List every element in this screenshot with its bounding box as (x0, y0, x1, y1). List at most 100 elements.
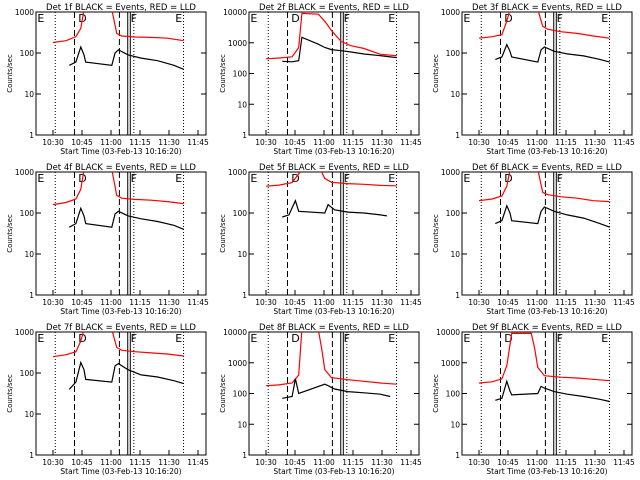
panel-6-marker-1: E (463, 172, 470, 185)
panel-2-xlabel: Start Time (03-Feb-13 10:16:20) (273, 147, 394, 156)
panel-3-xtick-label-1: 10:30 (468, 138, 490, 147)
panel-4-frame (35, 171, 207, 296)
panel-7-ytick-label-1000: 1000 (15, 328, 34, 337)
panel-9-xtick-label-3: 11:00 (526, 458, 548, 467)
panel-2-ytick-label-1: 1 (242, 131, 247, 140)
panel-3-series-lld (478, 12, 610, 39)
panel-1-series-lld (52, 12, 184, 44)
panel-1-xtick-label-4: 11:15 (129, 138, 151, 147)
panel-4-series-lld (52, 172, 184, 206)
panel-5-series-lld (265, 172, 397, 187)
panel-8-ylabel: Counts/sec (219, 374, 227, 413)
panel-8-ytick-label-10: 10 (237, 420, 247, 429)
panel-7-xtick-label-4: 11:15 (129, 458, 151, 467)
panel-9-xtick-label-4: 11:15 (555, 458, 577, 467)
panel-3-marker-1: E (463, 12, 470, 25)
panel-5-xtick-label-2: 10:45 (284, 298, 306, 307)
panel-4-xtick-label-1: 10:30 (42, 298, 64, 307)
panel-8-xtick-label-3: 11:00 (313, 458, 335, 467)
panel-2-title: Det 2f BLACK = Events, RED = LLD (259, 3, 409, 13)
panel-1-xtick-label-2: 10:45 (71, 138, 93, 147)
panel-5-ytick-label-100: 100 (233, 209, 248, 218)
panel-2-xtick-label-3: 11:00 (313, 138, 335, 147)
panel-3-xtick-label-5: 11:30 (584, 138, 606, 147)
panel-1-marker-4: E (175, 12, 182, 25)
panel-7-marker-1: E (37, 332, 44, 345)
panel-5-ytick-label-10: 10 (237, 250, 247, 259)
panel-5-xtick-label-6: 11:45 (400, 298, 422, 307)
panel-7-ytick-label-1: 1 (29, 451, 34, 460)
panel-3-xtick-label-6: 11:45 (613, 138, 635, 147)
panel-3-frame (461, 11, 633, 136)
panel-5-title: Det 5f BLACK = Events, RED = LLD (259, 163, 409, 173)
panel-8-ytick-label-1: 1 (242, 451, 247, 460)
panel-8-ytick-label-10000: 10000 (223, 328, 247, 337)
panel-9-frame (461, 331, 633, 456)
panel-7-xlabel: Start Time (03-Feb-13 10:16:20) (60, 467, 181, 476)
panel-8-xtick-label-1: 10:30 (255, 458, 277, 467)
panel-6-ylabel: Counts/sec (432, 214, 440, 253)
panel-4-marker-4: E (175, 172, 182, 185)
panel-2-ytick-label-1000: 1000 (228, 39, 247, 48)
panel-4-title: Det 4f BLACK = Events, RED = LLD (46, 163, 196, 173)
panel-6-xtick-label-4: 11:15 (555, 298, 577, 307)
panel-6-xtick-label-1: 10:30 (468, 298, 490, 307)
panel-6-xtick-label-5: 11:30 (584, 298, 606, 307)
panel-8-marker-4: E (388, 332, 395, 345)
panel-8-ytick-label-100: 100 (233, 390, 248, 399)
panel-2-ytick-label-10000: 10000 (223, 8, 247, 17)
panel-8-xtick-label-2: 10:45 (284, 458, 306, 467)
panel-6-xlabel: Start Time (03-Feb-13 10:16:20) (486, 307, 607, 316)
panel-9-xtick-label-2: 10:45 (497, 458, 519, 467)
panel-4-xtick-label-3: 11:00 (100, 298, 122, 307)
panel-2-marker-4: E (388, 12, 395, 25)
panel-6-xtick-label-6: 11:45 (613, 298, 635, 307)
panel-1-xlabel: Start Time (03-Feb-13 10:16:20) (60, 147, 181, 156)
panel-8-ytick-label-1000: 1000 (228, 359, 247, 368)
panel-5-xtick-label-4: 11:15 (342, 298, 364, 307)
panel-9-ytick-label-1: 1 (455, 451, 460, 460)
panel-9-ylabel: Counts/sec (432, 374, 440, 413)
panel-3-ytick-label-1000: 1000 (441, 8, 460, 17)
panel-5-frame (248, 171, 420, 296)
panel-2-ytick-label-10: 10 (237, 100, 247, 109)
panel-4-ytick-label-1: 1 (29, 291, 34, 300)
panel-2-marker-3: F (344, 12, 350, 25)
panel-6-series-events (495, 204, 610, 228)
panel-7-ylabel: Counts/sec (6, 374, 14, 413)
panel-7-ytick-label-10: 10 (24, 410, 34, 419)
panel-4-marker-3: F (131, 172, 137, 185)
panel-8-title: Det 8f BLACK = Events, RED = LLD (259, 323, 409, 333)
panel-6-marker-3: F (557, 172, 563, 185)
panel-1-marker-3: F (131, 12, 137, 25)
panel-9-series-events (495, 379, 610, 403)
panel-9-ytick-label-10000: 10000 (436, 328, 460, 337)
panel-6-ytick-label-100: 100 (446, 209, 461, 218)
panel-4-marker-1: E (37, 172, 44, 185)
panel-8-frame (248, 331, 420, 456)
panel-7-series-events (68, 360, 184, 390)
panel-6-frame (461, 171, 633, 296)
panel-9-ytick-label-10: 10 (450, 420, 460, 429)
panel-8-xlabel: Start Time (03-Feb-13 10:16:20) (273, 467, 394, 476)
panel-6-series-lld (478, 172, 610, 203)
panel-3-marker-3: F (557, 12, 563, 25)
panel-1-ytick-label-100: 100 (20, 49, 35, 58)
panel-9-xlabel: Start Time (03-Feb-13 10:16:20) (486, 467, 607, 476)
panel-8-marker-3: F (344, 332, 350, 345)
panel-8-xtick-label-6: 11:45 (400, 458, 422, 467)
panel-3-marker-2: D (504, 12, 512, 25)
panel-7-xtick-label-2: 10:45 (71, 458, 93, 467)
panel-4-xtick-label-5: 11:30 (158, 298, 180, 307)
panel-9-marker-4: E (601, 332, 608, 345)
panel-9-marker-1: E (463, 332, 470, 345)
panel-4-ytick-label-10: 10 (24, 250, 34, 259)
panel-5-marker-4: E (388, 172, 395, 185)
